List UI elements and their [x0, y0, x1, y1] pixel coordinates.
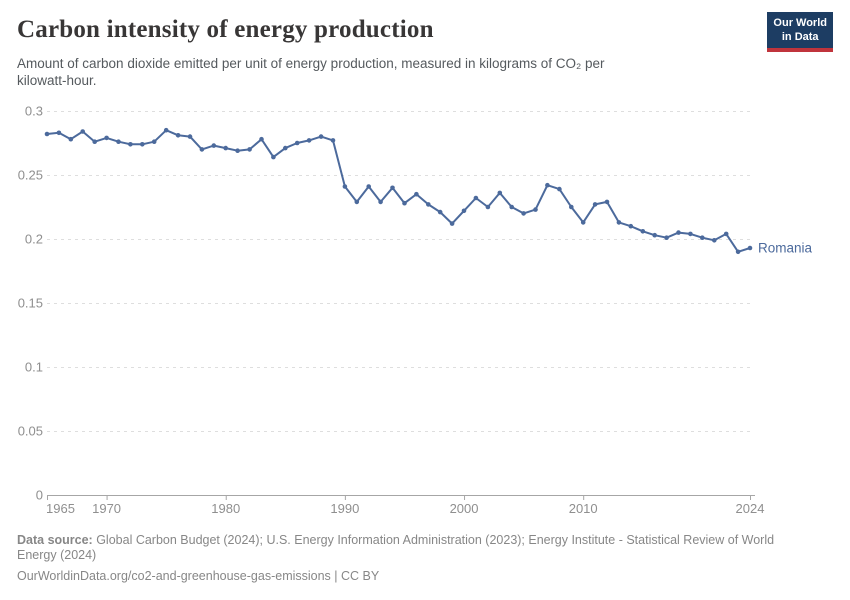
data-point [402, 200, 407, 206]
x-tick-label: 1965 [46, 501, 75, 516]
data-point [330, 138, 336, 143]
data-point [44, 131, 50, 137]
x-tick-label: 2024 [736, 501, 765, 516]
data-point [223, 145, 228, 151]
data-point [366, 184, 372, 189]
data-point [116, 139, 121, 144]
x-tick-label: 1970 [92, 501, 121, 516]
y-tick-label: 0.05 [18, 424, 43, 439]
data-point [56, 130, 62, 136]
data-point [533, 207, 538, 212]
data-point [652, 232, 657, 238]
data-point [128, 142, 133, 147]
romania-line [46, 129, 751, 253]
data-point [723, 231, 729, 237]
owid-logo-line-2: in Data [781, 30, 819, 43]
data-point [628, 223, 634, 229]
y-tick-label: 0.2 [25, 232, 43, 247]
page-title: Carbon intensity of energy production [17, 16, 434, 43]
data-point [283, 145, 288, 151]
data-point [509, 204, 514, 210]
data-point [235, 148, 240, 153]
data-point [354, 199, 360, 205]
data-source-text: Data source: Global Carbon Budget (2024)… [17, 533, 833, 563]
data-point [390, 185, 395, 191]
chart-subtitle: Amount of carbon dioxide emitted per uni… [17, 55, 833, 89]
data-point [604, 199, 610, 205]
data-source-line-2: Energy (2024) [17, 548, 97, 562]
data-point [199, 147, 205, 152]
x-tick-label: 2010 [569, 501, 598, 516]
y-tick-label: 0.3 [25, 104, 43, 119]
data-point [688, 231, 693, 237]
data-point [640, 229, 646, 234]
x-tick-label: 2000 [450, 501, 479, 516]
data-point [426, 202, 431, 207]
data-point [175, 133, 181, 138]
data-point [414, 191, 419, 197]
data-point [68, 136, 74, 142]
owid-logo-line-1: Our World [773, 17, 827, 29]
subtitle-line-2: kilowatt-hour. [17, 72, 97, 88]
data-point [545, 182, 550, 188]
y-tick-label: 0.1 [25, 360, 43, 375]
y-tick-label: 0 [36, 488, 43, 503]
data-point [592, 202, 598, 207]
data-point [747, 245, 753, 251]
data-source-list: Global Carbon Budget (2024); U.S. Energy… [92, 533, 775, 547]
y-tick-label: 0.15 [18, 296, 43, 311]
chart-footer: Data source: Global Carbon Budget (2024)… [17, 533, 833, 584]
data-point [271, 154, 276, 160]
subtitle-line-1: Amount of carbon dioxide emitted per uni… [17, 55, 605, 71]
data-point [735, 249, 741, 255]
data-point [163, 127, 169, 133]
data-point [461, 208, 467, 214]
data-point [104, 135, 109, 141]
data-point [247, 147, 252, 152]
x-tick-label: 1990 [330, 501, 359, 516]
owid-url-license[interactable]: OurWorldinData.org/co2-and-greenhouse-ga… [17, 569, 380, 583]
data-point [259, 136, 264, 142]
data-point [676, 230, 681, 235]
romania-label: Romania [758, 240, 813, 255]
owid-logo[interactable]: Our World in Data [767, 12, 833, 52]
data-point [521, 211, 526, 216]
data-point [378, 199, 383, 205]
data-point [616, 220, 622, 225]
data-point [580, 220, 586, 225]
chart-header: Carbon intensity of energy production Am… [17, 12, 833, 89]
data-point [449, 221, 455, 226]
data-source-label: Data source: [17, 533, 93, 547]
data-point [342, 184, 348, 189]
data-point [80, 129, 85, 134]
x-tick-label: 1980 [211, 501, 240, 516]
data-point [187, 134, 193, 139]
data-point [306, 138, 312, 143]
data-point [294, 140, 300, 146]
data-point [318, 134, 324, 139]
data-point [92, 139, 97, 144]
data-point [473, 195, 479, 201]
data-point [557, 186, 562, 192]
y-tick-label: 0.25 [18, 168, 43, 183]
data-point [569, 204, 574, 210]
data-point [700, 235, 705, 240]
data-point [437, 209, 443, 215]
data-point [497, 190, 503, 196]
data-point [485, 204, 491, 210]
data-point [664, 235, 669, 240]
data-point [151, 139, 157, 144]
data-point [211, 143, 217, 148]
data-point [140, 142, 145, 147]
data-point [712, 238, 717, 243]
